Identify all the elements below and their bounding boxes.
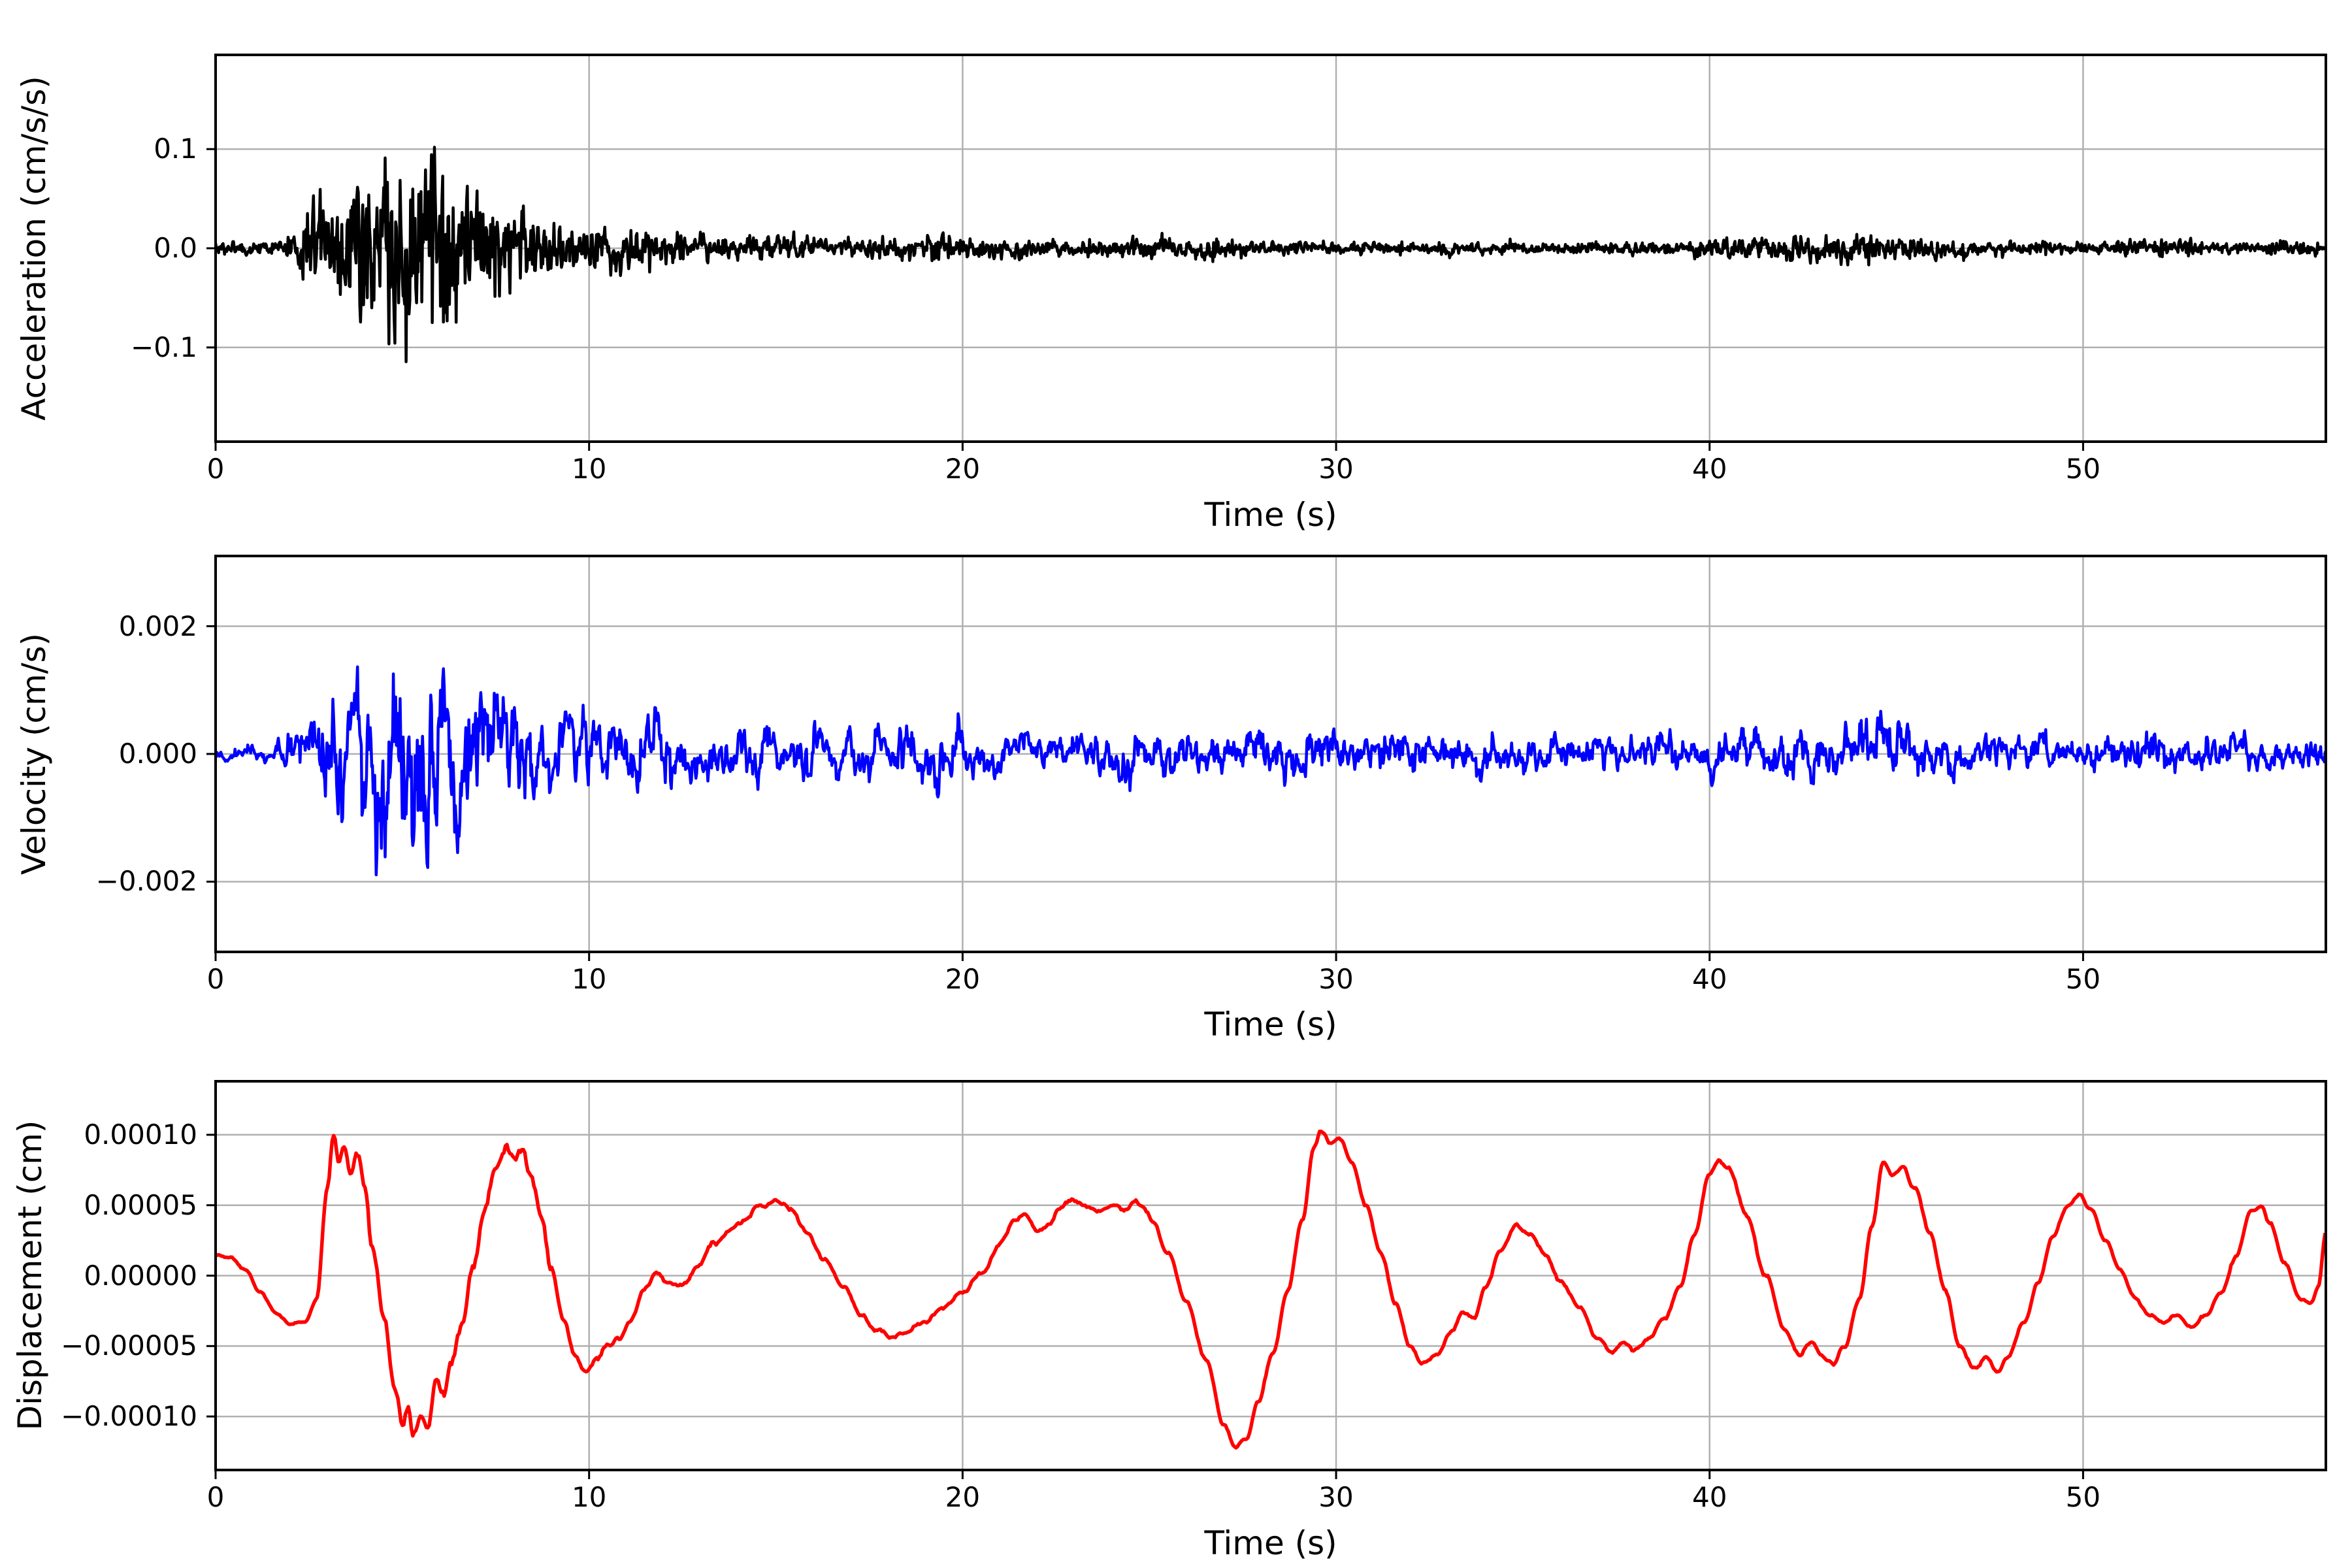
displacement-ytick-label: −0.00010 [61,1400,197,1433]
acceleration-ytick-label: 0.1 [154,133,197,165]
velocity-xtick-label: 10 [571,963,607,995]
displacement-xtick-label: 20 [945,1481,981,1513]
displacement-ytick-label: 0.00010 [84,1118,197,1151]
velocity-xlabel: Time (s) [1204,1005,1337,1043]
acceleration-ytick-label: 0.0 [154,232,197,264]
velocity-ytick-label: 0.000 [118,738,197,770]
acceleration-xlabel: Time (s) [1204,496,1337,534]
velocity-xtick-label: 30 [1318,963,1354,995]
velocity-xtick-label: 0 [206,963,225,995]
velocity-xtick-label: 40 [1691,963,1727,995]
acceleration-xtick-label: 50 [2065,453,2101,485]
acceleration-xtick-label: 10 [571,453,607,485]
subplot-acceleration [206,54,2327,451]
velocity-xtick-label: 50 [2065,963,2101,995]
acceleration-xtick-label: 20 [945,453,981,485]
displacement-ytick-label: 0.00005 [84,1188,197,1221]
displacement-ytick-label: 0.00000 [84,1259,197,1292]
displacement-xlabel: Time (s) [1204,1524,1337,1562]
displacement-ytick-label: −0.00005 [61,1330,197,1362]
acceleration-xtick-label: 40 [1691,453,1727,485]
displacement-xtick-label: 0 [206,1481,225,1513]
velocity-ytick-label: −0.002 [95,865,197,898]
acceleration-xtick-label: 0 [206,453,225,485]
acceleration-xtick-label: 30 [1318,453,1354,485]
displacement-trace [216,1129,2326,1450]
acceleration-ylabel: Acceleration (cm/s/s) [15,76,53,421]
displacement-xtick-label: 10 [571,1481,607,1513]
velocity-xtick-label: 20 [945,963,981,995]
acceleration-ytick-label: −0.1 [131,331,197,363]
velocity-trace [216,665,2326,877]
subplot-displacement [206,1080,2327,1479]
subplot-velocity [206,555,2327,961]
acceleration-trace [216,146,2326,363]
displacement-xtick-label: 40 [1691,1481,1727,1513]
displacement-ylabel: Displacement (cm) [11,1120,49,1431]
displacement-xtick-label: 30 [1318,1481,1354,1513]
velocity-ytick-label: 0.002 [118,610,197,642]
displacement-xtick-label: 50 [2065,1481,2101,1513]
velocity-ylabel: Velocity (cm/s) [15,632,53,875]
